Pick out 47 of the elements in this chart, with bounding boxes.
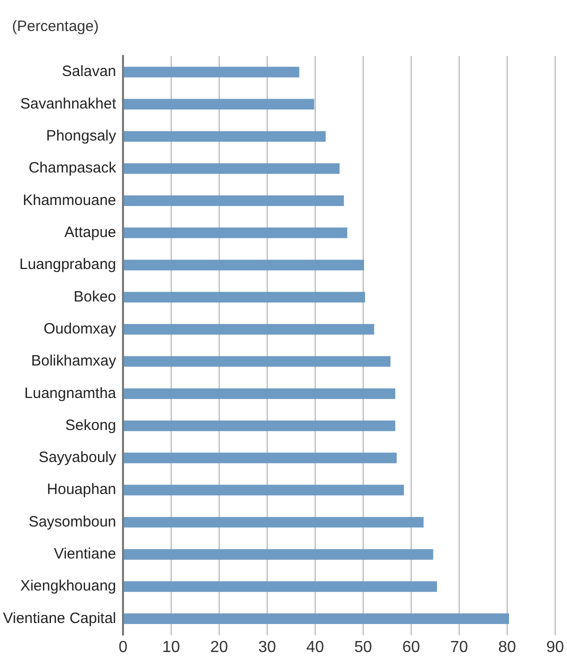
bar [124,452,397,464]
y-tick-label: Savanhnakhet [20,95,117,112]
bar [124,66,300,78]
x-tick-label: 90 [546,638,564,656]
bar [124,581,438,592]
y-tick-label: Sayyabouly [38,449,117,466]
bar [124,356,390,367]
y-tick-label: Luangnamtha [24,384,117,402]
y-tick-label: Vientiane [54,546,116,563]
bar [124,98,314,110]
bar [124,195,344,206]
y-tick-label: Luangprabang [19,256,116,274]
bar [124,324,374,335]
bar [124,228,348,238]
y-tick-label: Saysomboun [28,513,116,530]
y-tick-label: Bokeo [74,288,116,306]
chart-subtitle: (Percentage) [12,18,99,35]
bar [124,292,366,302]
bar [124,260,364,270]
bar [124,484,404,496]
y-tick-label: Vientiane Capital [2,610,116,627]
y-tick-label: Phongsaly [46,128,117,145]
y-tick-label: Attapue [64,224,116,241]
x-tick-label: 50 [354,638,372,656]
bar [124,613,510,624]
y-tick-label: Sekong [65,416,116,434]
bar [124,388,396,399]
y-tick-label: Khammouane [22,192,116,209]
y-tick-label: Salavan [62,63,116,80]
x-tick-label: 40 [306,638,324,656]
x-tick-label: 60 [402,638,420,656]
y-tick-label: Oudomxay [44,320,117,338]
x-tick-label: 0 [118,638,128,656]
x-tick-label: 70 [450,638,468,656]
x-tick-label: 30 [258,638,276,656]
x-tick-label: 80 [498,638,516,656]
y-tick-label: Xiengkhouang [20,578,116,595]
bar [124,163,340,174]
y-tick-label: Bolikhamxay [31,352,117,370]
bar [124,549,434,560]
y-tick-label: Houaphan [46,481,116,498]
bar [124,420,396,432]
x-tick-label: 20 [210,638,228,656]
bar [124,516,424,528]
bar [124,131,326,142]
y-tick-label: Champasack [28,160,117,177]
x-tick-label: 10 [162,638,180,656]
